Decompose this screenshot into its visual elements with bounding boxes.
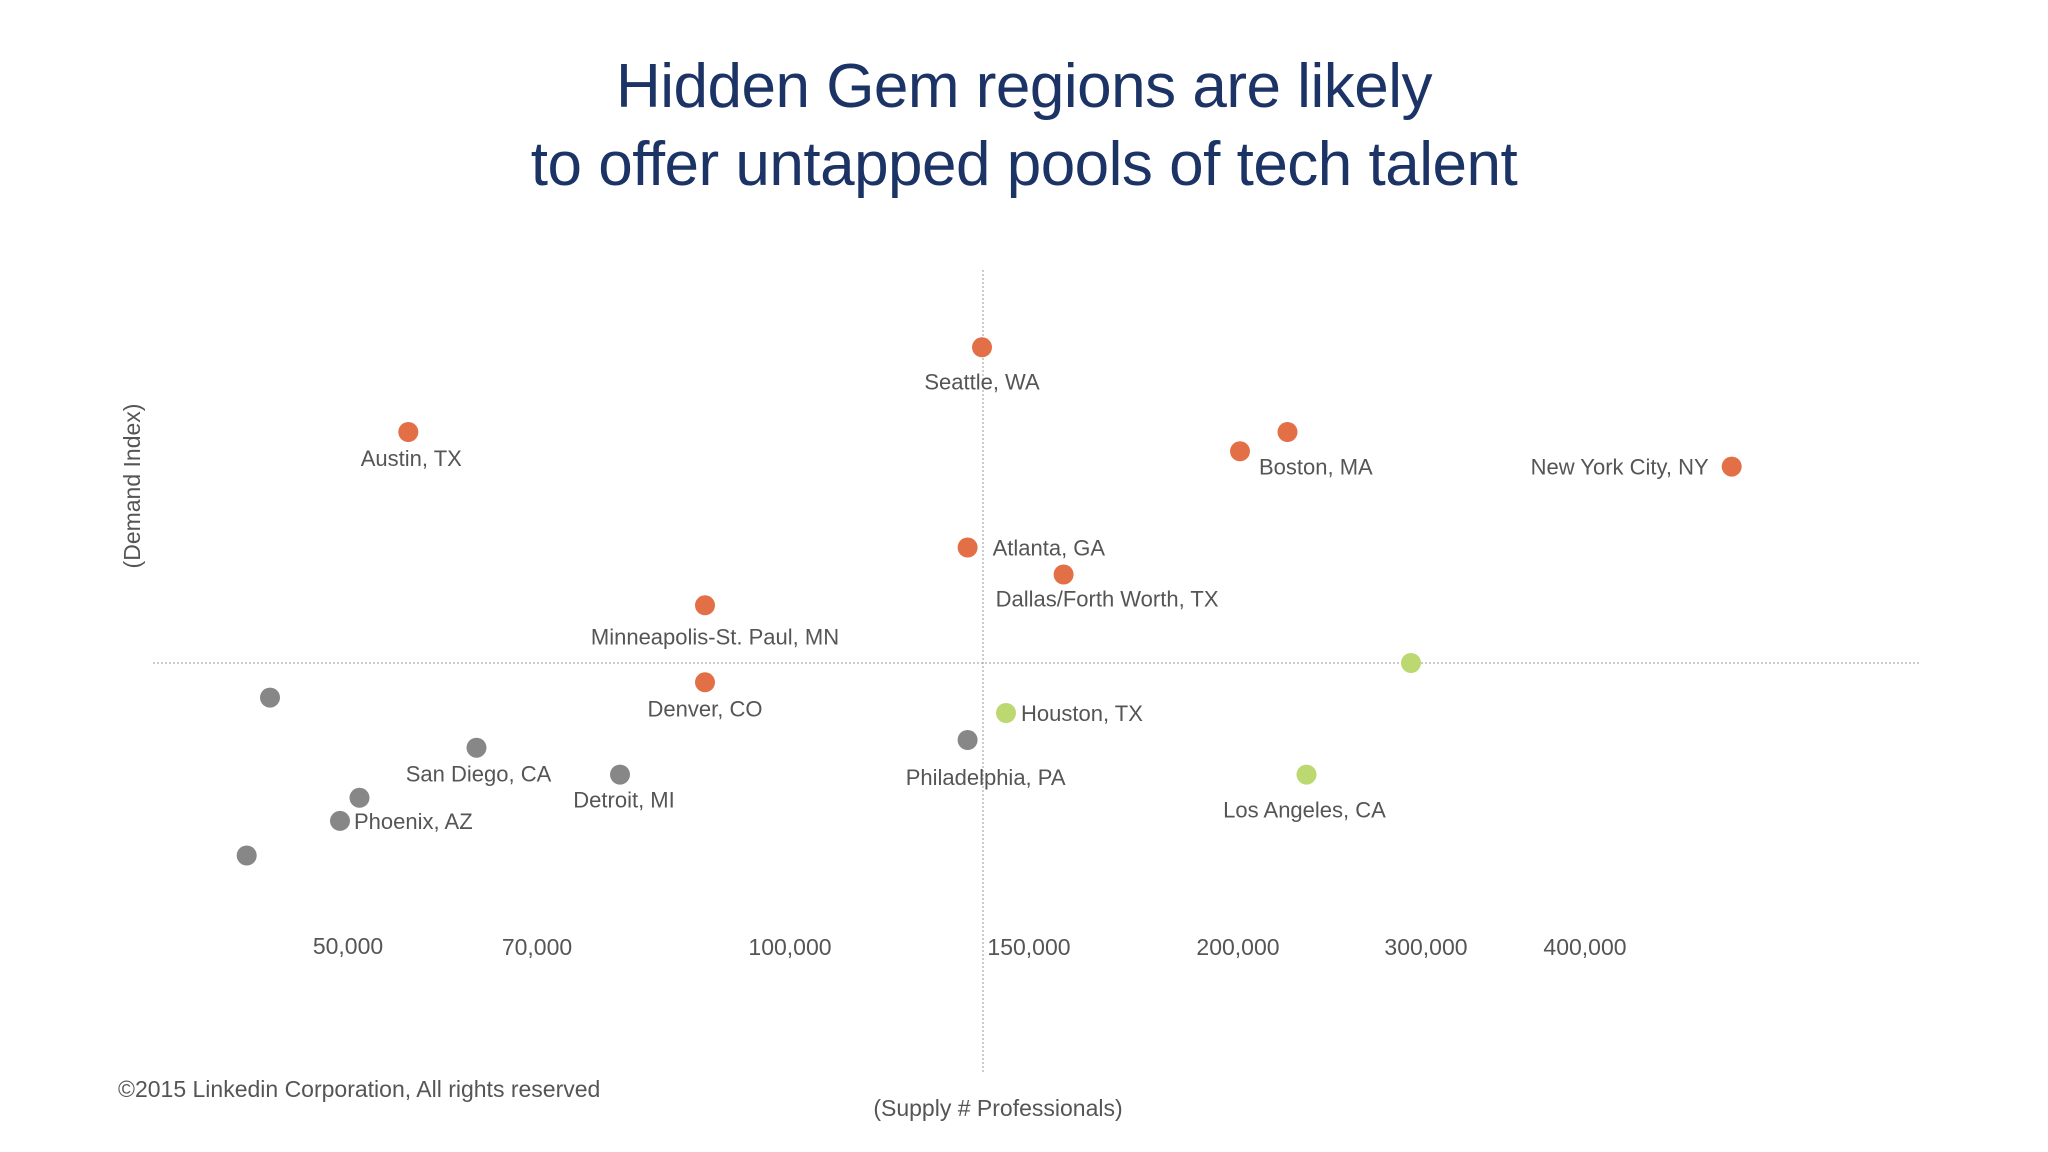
point-labels: Seattle, WA Austin, TX Boston, MA New York … [354,369,1709,834]
chart-title-line-1: Hidden Gem regions are likely [616,52,1433,121]
x-tick-label: 400,000 [1543,934,1626,960]
x-tick-label: 50,000 [313,933,383,959]
data-point [957,537,978,558]
chart-title-line-2: to offer untapped pools of tech talent [530,130,1518,199]
data-point [695,672,715,693]
point-label: Los Angeles, CA [1223,798,1386,823]
data-point [466,737,487,758]
data-point [398,422,419,442]
data-point [260,687,280,708]
data-point [1721,456,1742,477]
data-point [1401,653,1421,673]
data-point [610,764,630,785]
x-tick-label: 300,000 [1384,934,1467,960]
data-points [236,337,1742,866]
point-label: Minneapolis-St. Paul, MN [591,624,839,649]
data-point [1230,441,1250,462]
point-label: Denver, CO [648,696,763,721]
point-label: Boston, MA [1259,454,1373,479]
y-axis-title: (Demand Index) [119,404,145,569]
chart-axes [153,270,1920,1072]
data-point [695,595,715,616]
x-tick-label: 150,000 [987,934,1070,960]
point-label: Dallas/Forth Worth, TX [996,587,1219,612]
point-label: Phoenix, AZ [354,809,473,834]
point-label: Houston, TX [1021,701,1143,726]
copyright-notice: ©2015 Linkedin Corporation, All rights r… [118,1076,601,1102]
point-label: Philadelphia, PA [906,765,1066,790]
data-point [1053,564,1074,585]
data-point [1277,422,1298,442]
point-label: Austin, TX [361,446,462,471]
x-tick-label: 200,000 [1196,934,1279,960]
data-point [1296,764,1317,785]
x-tick-label: 70,000 [502,934,572,960]
data-point [957,730,978,750]
point-label: Detroit, MI [573,788,674,813]
x-tick-label: 100,000 [748,934,831,960]
point-label: Seattle, WA [924,369,1040,394]
point-label: San Diego, CA [406,762,552,787]
point-label: New York City, NY [1531,455,1709,480]
point-label: Atlanta, GA [993,536,1106,561]
data-point [236,845,257,866]
x-tick-labels: 50,000 70,000 100,000 150,000 200,000 300,000… [313,933,1627,960]
data-point [996,703,1016,723]
data-point [349,787,370,808]
data-point [330,810,350,831]
data-point [972,337,992,358]
chart-title: Hidden Gem regions are likely to offer u… [0,48,2048,204]
x-axis-title: (Supply # Professionals) [873,1095,1122,1121]
